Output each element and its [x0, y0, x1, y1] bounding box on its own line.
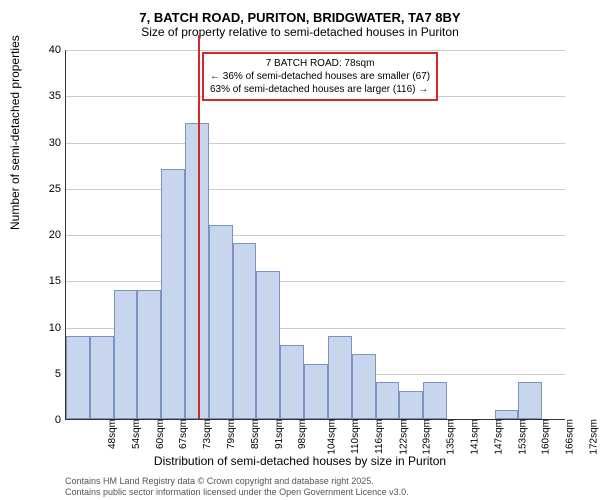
- annotation-line2: 63% of semi-detached houses are larger (…: [210, 83, 430, 96]
- attribution-line1: Contains HM Land Registry data © Crown c…: [65, 476, 409, 487]
- histogram-bar: [90, 336, 114, 419]
- histogram-bar: [209, 225, 233, 419]
- x-tick-label: 166sqm: [563, 419, 576, 455]
- attribution-line2: Contains public sector information licen…: [65, 487, 409, 498]
- x-tick-label: 48sqm: [105, 419, 118, 449]
- annotation-box: 7 BATCH ROAD: 78sqm← 36% of semi-detache…: [202, 52, 438, 101]
- y-tick-label: 40: [49, 44, 66, 56]
- x-tick-label: 135sqm: [444, 419, 457, 455]
- x-tick-label: 147sqm: [491, 419, 504, 455]
- histogram-bar: [280, 345, 304, 419]
- gridline: [66, 189, 565, 190]
- histogram-bar: [256, 271, 280, 419]
- histogram-bar: [376, 382, 400, 419]
- title-area: 7, BATCH ROAD, PURITON, BRIDGWATER, TA7 …: [10, 10, 590, 39]
- histogram-bar: [518, 382, 542, 419]
- histogram-bar: [66, 336, 90, 419]
- sub-title: Size of property relative to semi-detach…: [10, 25, 590, 39]
- x-tick-label: 73sqm: [200, 419, 213, 449]
- x-tick-label: 110sqm: [348, 419, 361, 454]
- x-tick-label: 79sqm: [224, 419, 237, 449]
- x-tick-label: 116sqm: [372, 419, 385, 454]
- chart-container: 7, BATCH ROAD, PURITON, BRIDGWATER, TA7 …: [0, 0, 600, 500]
- x-tick-label: 129sqm: [420, 419, 433, 455]
- annotation-line1: ← 36% of semi-detached houses are smalle…: [210, 70, 430, 83]
- x-tick-label: 160sqm: [539, 419, 552, 455]
- histogram-bar: [352, 354, 376, 419]
- marker-line: [198, 35, 200, 419]
- y-tick-label: 5: [55, 368, 66, 380]
- x-tick-label: 60sqm: [153, 419, 166, 449]
- y-tick-label: 15: [49, 275, 66, 287]
- main-title: 7, BATCH ROAD, PURITON, BRIDGWATER, TA7 …: [10, 10, 590, 25]
- plot-area: 051015202530354048sqm54sqm60sqm67sqm73sq…: [65, 50, 565, 420]
- x-tick-label: 85sqm: [248, 419, 261, 449]
- histogram-bar: [185, 123, 209, 419]
- x-axis-label: Distribution of semi-detached houses by …: [0, 454, 600, 468]
- x-tick-label: 67sqm: [176, 419, 189, 449]
- attribution: Contains HM Land Registry data © Crown c…: [65, 476, 409, 498]
- y-tick-label: 25: [49, 183, 66, 195]
- y-tick-label: 35: [49, 90, 66, 102]
- gridline: [66, 235, 565, 236]
- gridline: [66, 281, 565, 282]
- histogram-bar: [328, 336, 352, 419]
- x-tick-label: 141sqm: [468, 419, 481, 455]
- x-tick-label: 122sqm: [396, 419, 409, 455]
- histogram-bar: [114, 290, 138, 420]
- annotation-title: 7 BATCH ROAD: 78sqm: [210, 57, 430, 70]
- histogram-bar: [304, 364, 328, 420]
- histogram-bar: [137, 290, 161, 420]
- gridline: [66, 50, 565, 51]
- y-tick-label: 20: [49, 229, 66, 241]
- x-tick-label: 153sqm: [515, 419, 528, 455]
- histogram-bar: [495, 410, 519, 419]
- x-tick-label: 104sqm: [325, 419, 338, 455]
- y-tick-label: 30: [49, 137, 66, 149]
- x-tick-label: 172sqm: [587, 419, 600, 455]
- gridline: [66, 143, 565, 144]
- y-tick-label: 0: [55, 414, 66, 426]
- histogram-bar: [233, 243, 257, 419]
- histogram-bar: [423, 382, 447, 419]
- y-tick-label: 10: [49, 322, 66, 334]
- x-tick-label: 54sqm: [129, 419, 142, 449]
- x-tick-label: 91sqm: [272, 419, 285, 449]
- histogram-bar: [161, 169, 185, 419]
- y-axis-label: Number of semi-detached properties: [8, 35, 22, 230]
- histogram-bar: [399, 391, 423, 419]
- x-tick-label: 98sqm: [295, 419, 308, 449]
